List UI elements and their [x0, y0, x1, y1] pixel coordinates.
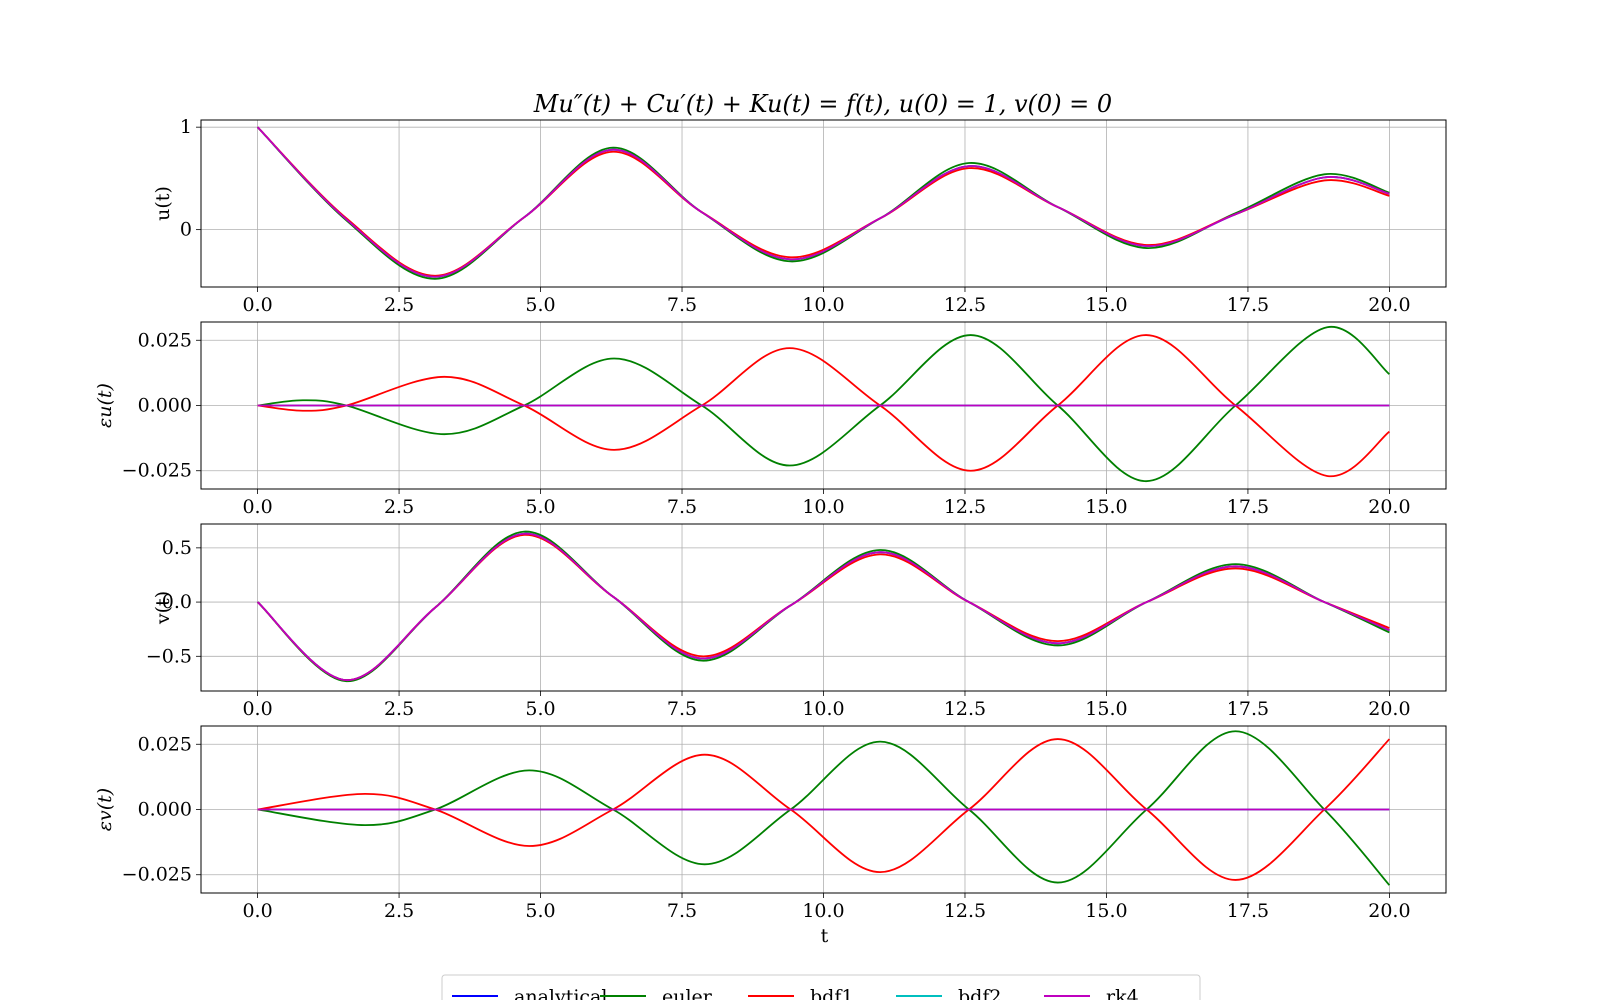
x-tick-label: 5.0	[525, 698, 555, 720]
x-tick-label: 20.0	[1368, 698, 1410, 720]
x-tick-label: 0.0	[242, 698, 272, 720]
series-line-bdf1	[257, 738, 1391, 881]
subplot-3: 0.0 2.5 5.0 7.5 10.0 12.5 15.0 17.5 20.0 0.5 0.0 −0…	[146, 523, 1447, 720]
plot-frame	[200, 321, 1447, 490]
x-tick-label: 0.0	[242, 900, 272, 922]
y-axis-label: u(t)	[152, 186, 174, 221]
plot-frame	[200, 523, 1447, 692]
x-tick-label: 10.0	[802, 900, 844, 922]
y-tick-label: −0.025	[122, 460, 192, 482]
y-tick-label: −0.025	[122, 864, 192, 886]
y-tick-label: 0.025	[138, 329, 192, 351]
x-tick-label: 7.5	[667, 900, 697, 922]
x-tick-label: 2.5	[384, 698, 414, 720]
series-line-rk4	[256, 532, 1390, 682]
x-tick-label: 15.0	[1085, 900, 1127, 922]
x-tick-label: 2.5	[384, 900, 414, 922]
x-tick-label: 15.0	[1085, 294, 1127, 316]
series-line-euler	[257, 730, 1391, 886]
y-axis-label: εu(t)	[94, 383, 116, 428]
x-tick-label: 5.0	[525, 294, 555, 316]
legend-label: euler	[662, 986, 713, 1000]
x-tick-label: 20.0	[1368, 294, 1410, 316]
x-tick-label: 12.5	[944, 294, 986, 316]
y-tick-label: 0.000	[138, 799, 192, 821]
x-tick-label: 17.5	[1227, 698, 1269, 720]
x-tick-label: 12.5	[944, 900, 986, 922]
x-tick-label: 7.5	[667, 698, 697, 720]
legend-label: bdf2	[958, 986, 1001, 1000]
y-tick-label: −0.5	[146, 645, 192, 667]
x-tick-label: 7.5	[667, 294, 697, 316]
x-tick-label: 10.0	[802, 698, 844, 720]
y-tick-label: 0	[180, 219, 192, 241]
x-tick-label: 17.5	[1227, 496, 1269, 518]
subplot-4: 0.0 2.5 5.0 7.5 10.0 12.5 15.0 17.5 20.0 0.025 0.0…	[94, 725, 1447, 947]
y-tick-label: 1	[180, 116, 192, 138]
series-line-bdf1	[257, 334, 1390, 477]
x-tick-label: 2.5	[384, 496, 414, 518]
x-tick-label: 0.0	[242, 294, 272, 316]
x-tick-label: 10.0	[802, 496, 844, 518]
figure-title: Mu″(t) + Cu′(t) + Ku(t) = f(t), u(0) = 1…	[533, 90, 1112, 118]
x-axis-label: t	[821, 925, 829, 947]
legend-label: rk4	[1106, 986, 1139, 1000]
x-tick-label: 10.0	[802, 294, 844, 316]
x-tick-label: 12.5	[944, 698, 986, 720]
legend-label: analytical	[514, 986, 607, 1000]
x-tick-label: 2.5	[384, 294, 414, 316]
series-group	[257, 730, 1391, 886]
series-line-rk4	[256, 126, 1390, 278]
series-group	[257, 326, 1390, 483]
x-tick-label: 12.5	[944, 496, 986, 518]
plot-frame	[200, 725, 1447, 894]
x-tick-label: 0.0	[242, 496, 272, 518]
series-group	[256, 126, 1390, 280]
x-tick-label: 15.0	[1085, 496, 1127, 518]
x-tick-label: 20.0	[1368, 496, 1410, 518]
x-tick-label: 5.0	[525, 496, 555, 518]
x-tick-label: 17.5	[1227, 294, 1269, 316]
y-tick-label: 0.025	[138, 733, 192, 755]
y-axis-label: εv(t)	[94, 788, 116, 831]
x-tick-label: 7.5	[667, 496, 697, 518]
subplot-1: 0.0 2.5 5.0 7.5 10.0 12.5 15.0 17.5 20.0 1 0 u(t)	[152, 116, 1447, 316]
subplot-2: 0.0 2.5 5.0 7.5 10.0 12.5 15.0 17.5 20.0 0.025 0.0…	[94, 321, 1447, 518]
series-line-euler	[257, 326, 1390, 483]
legend-label: bdf1	[810, 986, 853, 1000]
y-tick-label: 0.0	[162, 591, 192, 613]
y-axis-label: v(t)	[152, 591, 174, 625]
x-tick-label: 15.0	[1085, 698, 1127, 720]
series-group	[256, 530, 1390, 683]
plot-frame	[200, 119, 1447, 288]
legend: analytical euler bdf1 bdf2 rk4	[441, 974, 1201, 1004]
x-tick-label: 20.0	[1368, 900, 1410, 922]
x-tick-label: 17.5	[1227, 900, 1269, 922]
y-tick-label: 0.000	[138, 395, 192, 417]
subplots: 0.0 2.5 5.0 7.5 10.0 12.5 15.0 17.5 20.010u(t)0.…	[94, 116, 1447, 947]
y-tick-label: 0.5	[162, 537, 192, 559]
x-tick-label: 5.0	[525, 900, 555, 922]
